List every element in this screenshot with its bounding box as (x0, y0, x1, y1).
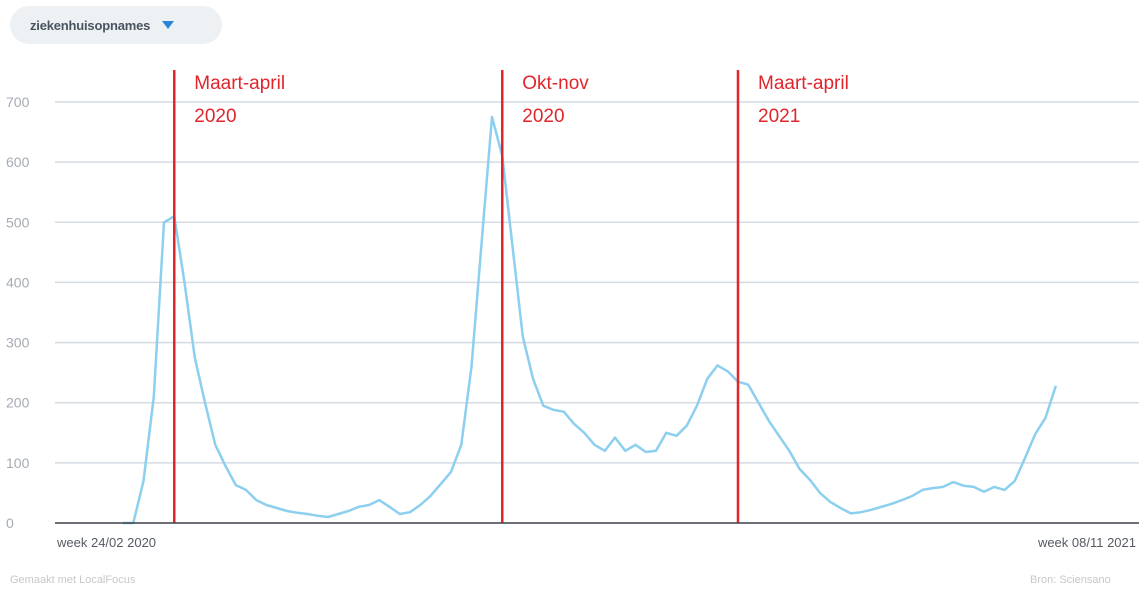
metric-dropdown[interactable]: ziekenhuisopnames (10, 6, 222, 44)
x-tick-label-end: week 08/11 2021 (1037, 535, 1136, 550)
period-marker-year: 2021 (758, 106, 800, 127)
footer-credit: Gemaakt met LocalFocus (10, 574, 136, 586)
y-tick-label: 300 (6, 335, 30, 351)
period-marker-year: 2020 (194, 106, 236, 127)
y-tick-label: 100 (6, 455, 30, 471)
series-line-0 (123, 115, 1057, 525)
period-marker-label: Maart-april (194, 73, 285, 94)
period-marker-year: 2020 (522, 106, 564, 127)
x-tick-label-start: week 24/02 2020 (56, 535, 156, 550)
period-marker-label: Okt-nov (522, 73, 589, 94)
y-tick-label: 500 (6, 214, 30, 230)
y-tick-label: 0 (6, 515, 14, 531)
footer-source: Bron: Sciensano (1030, 574, 1111, 586)
y-tick-label: 600 (6, 154, 30, 170)
y-tick-label: 700 (6, 94, 30, 110)
caret-down-icon (162, 21, 175, 29)
y-tick-label: 400 (6, 274, 30, 290)
period-marker-label: Maart-april (758, 73, 849, 94)
y-tick-label: 200 (6, 395, 30, 411)
metric-dropdown-label: ziekenhuisopnames (30, 17, 151, 33)
